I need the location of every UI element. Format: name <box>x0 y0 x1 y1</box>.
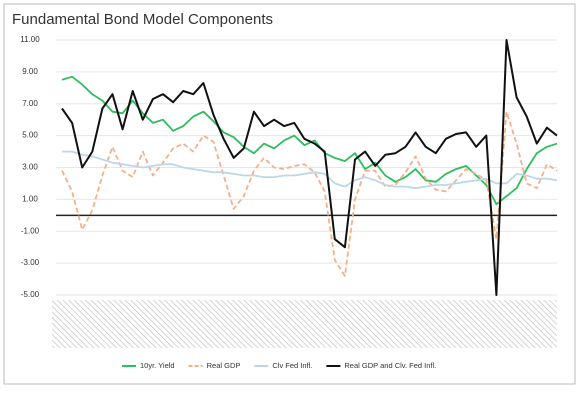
legend-label: 10yr. Yield <box>140 361 175 370</box>
y-tick-label: -5.00 <box>21 290 40 299</box>
y-tick-label: 7.00 <box>22 99 38 108</box>
y-tick-label: 5.00 <box>22 131 38 140</box>
y-tick-label: -3.00 <box>21 258 40 267</box>
series-line <box>61 110 558 277</box>
chart-title: Fundamental Bond Model Components <box>12 11 273 28</box>
series-line <box>61 39 558 296</box>
y-tick-label: 3.00 <box>22 163 38 172</box>
y-tick-label: 1.00 <box>22 194 38 203</box>
series-line <box>62 150 558 190</box>
legend-label: Clv Fed Infl. <box>272 361 312 370</box>
x-tick-labels-illegible <box>52 300 557 348</box>
y-tick-label: 9.00 <box>22 67 38 76</box>
legend-label: Real GDP <box>207 361 241 370</box>
y-tick-label: 11.00 <box>20 35 40 44</box>
y-tick-label: -1.00 <box>21 226 40 235</box>
legend-label: Real GDP and Clv. Fed Infl. <box>344 361 436 370</box>
